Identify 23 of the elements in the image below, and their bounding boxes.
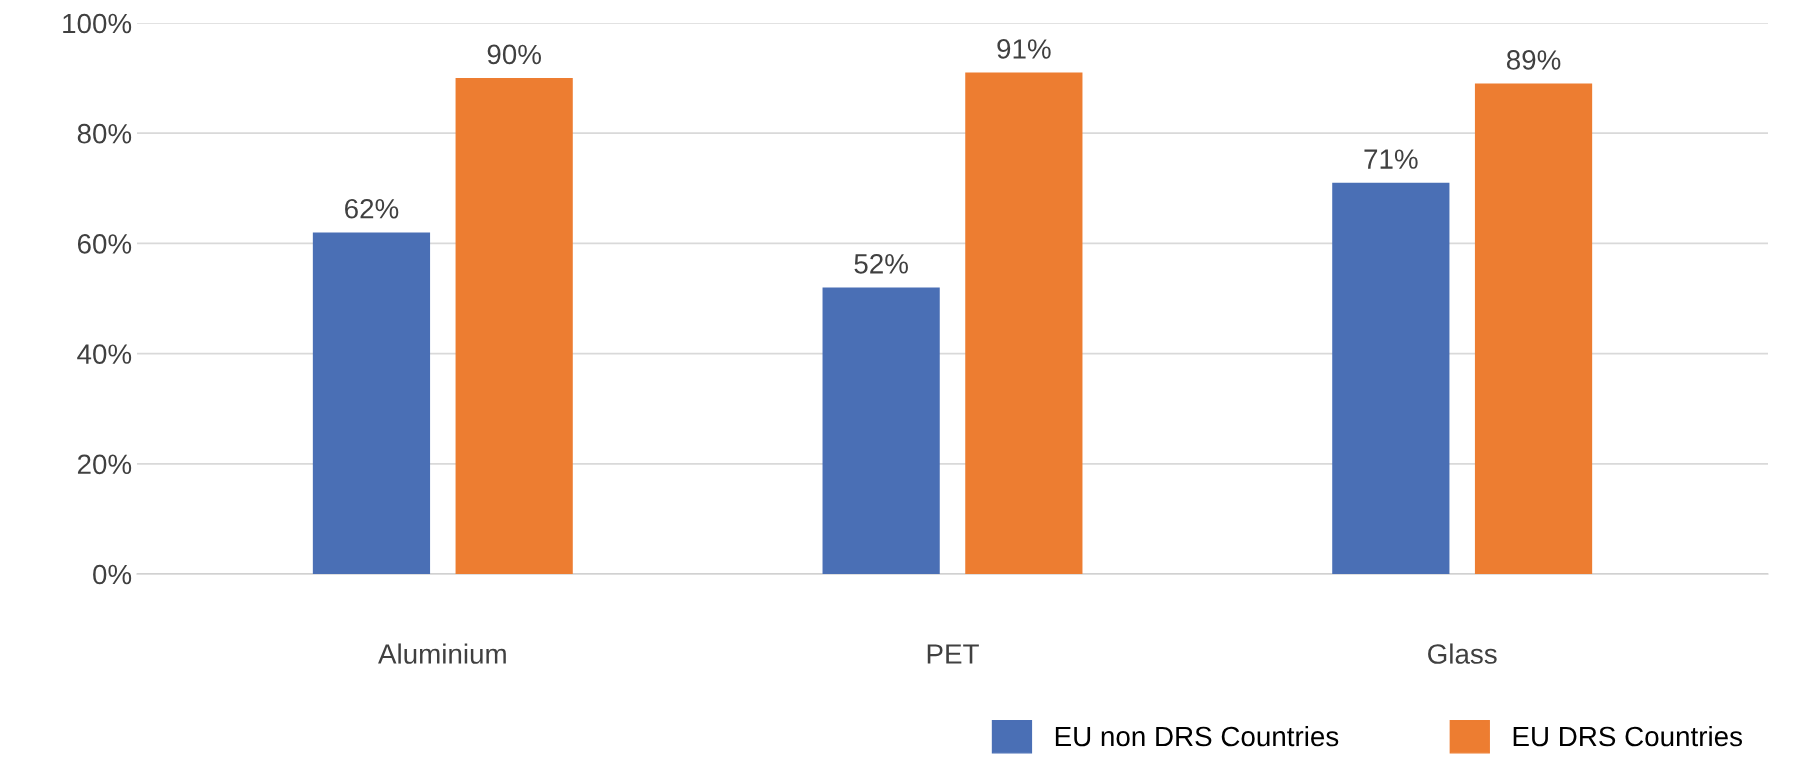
y-tick-label: 60% — [77, 234, 132, 254]
data-label: 89% — [1506, 50, 1561, 70]
y-tick-label: 40% — [77, 344, 132, 364]
bar — [1332, 182, 1450, 574]
data-label: 62% — [345, 198, 399, 219]
y-tick-label: 80% — [77, 123, 132, 144]
y-tick-label: 0% — [93, 564, 132, 585]
legend-label: EU non DRS Countries — [1055, 725, 1339, 747]
y-tick-label: 100% — [63, 13, 132, 34]
data-label: 71% — [1364, 149, 1418, 169]
bar — [965, 72, 1083, 574]
legend-label: EU DRS Countries — [1513, 725, 1742, 747]
bar — [312, 232, 431, 574]
data-label: 90% — [487, 44, 541, 65]
data-label: 52% — [854, 253, 908, 274]
data-label: 91% — [997, 39, 1051, 59]
bar — [455, 78, 573, 574]
bar — [822, 287, 940, 574]
x-tick-label: PET — [927, 644, 979, 664]
x-tick-label: Aluminium — [378, 643, 506, 664]
y-tick-label: 20% — [77, 454, 132, 475]
x-tick-label: Glass — [1428, 643, 1497, 664]
bar — [1474, 83, 1593, 574]
